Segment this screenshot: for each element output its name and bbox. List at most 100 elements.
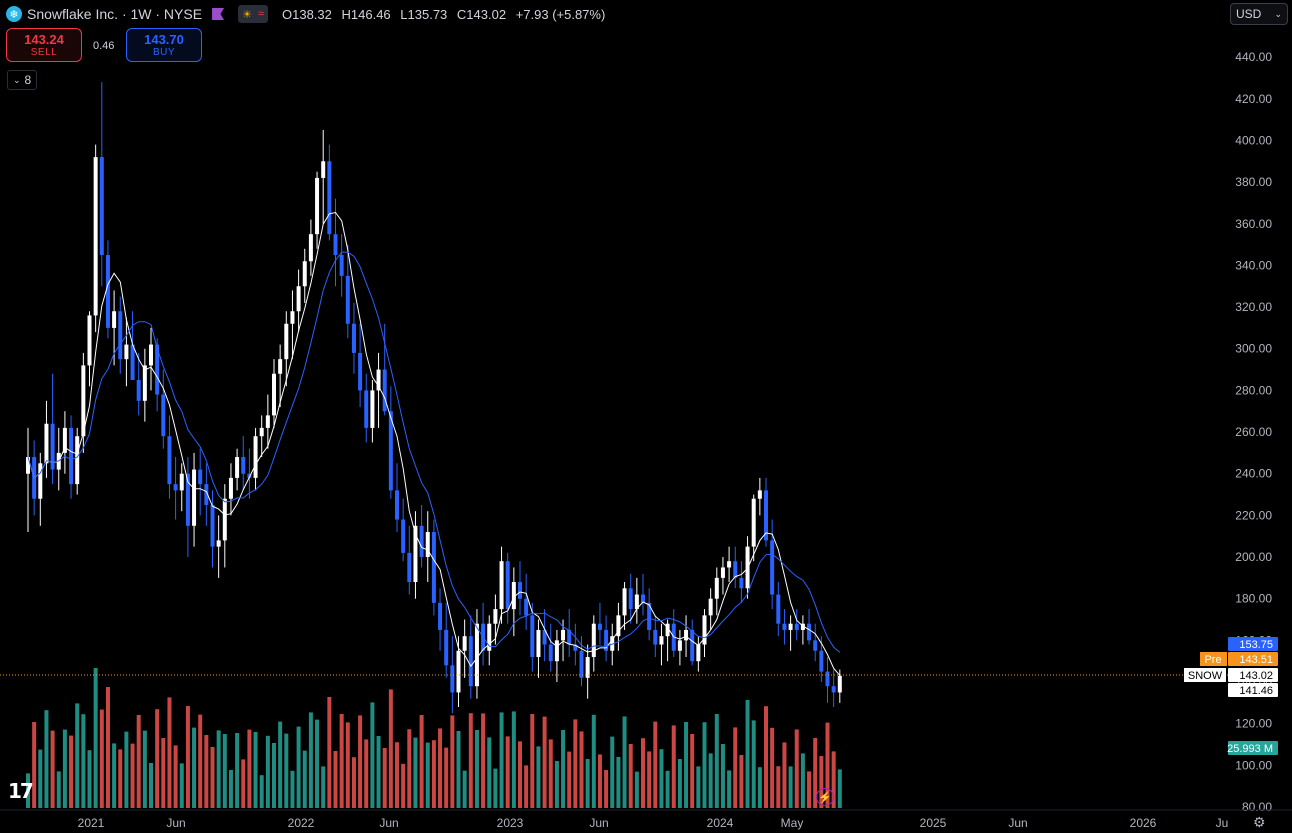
time-axis-label: 2026: [1130, 816, 1157, 830]
volume-bar: [653, 721, 658, 808]
volume-bar: [62, 729, 67, 808]
candle-body: [677, 640, 682, 651]
candle-body: [757, 490, 762, 499]
flag-icon[interactable]: [212, 8, 225, 20]
candle-body: [561, 629, 566, 641]
volume-bar: [296, 726, 301, 808]
candle-body: [720, 567, 725, 578]
candle-body: [185, 473, 190, 526]
volume-bar: [671, 725, 676, 808]
candle-body: [75, 436, 80, 485]
close-label: C: [456, 6, 467, 22]
candle-body: [431, 532, 436, 603]
tradingview-logo-icon[interactable]: 17: [8, 779, 34, 803]
lightning-icon[interactable]: ⚡: [816, 788, 834, 806]
candle-body: [665, 623, 670, 637]
volume-bar: [56, 771, 61, 808]
candle-body: [265, 415, 270, 428]
candle-body: [505, 561, 510, 610]
volume-bar: [413, 737, 418, 808]
candle-body: [702, 615, 707, 645]
candle-body: [788, 623, 793, 630]
price-axis-label: 260.00: [1235, 425, 1272, 439]
volume-bar: [499, 712, 504, 808]
volume-bar: [136, 715, 141, 808]
chevron-down-icon: ⌄: [13, 74, 21, 85]
volume-bar: [579, 731, 584, 808]
volume-bar: [358, 715, 363, 808]
candle-body: [764, 490, 768, 541]
volume-bar: [69, 735, 74, 808]
volume-bar: [788, 766, 793, 808]
buy-button[interactable]: 143.70 BUY: [126, 28, 202, 62]
volume-bar: [720, 744, 725, 808]
symbol-label-bg: [1184, 668, 1226, 682]
candle-body: [339, 255, 344, 276]
indicator-count: 8: [24, 73, 32, 87]
candle-body: [444, 629, 449, 666]
symbol-title[interactable]: Snowflake Inc. · 1W · NYSE: [27, 6, 203, 22]
candle-body: [438, 602, 443, 630]
volume-bar: [407, 729, 412, 808]
waves-icon: ≈: [257, 8, 264, 20]
volume-bar: [192, 727, 197, 808]
volume-bar: [272, 743, 276, 808]
volume-bar: [75, 703, 80, 808]
volume-bar: [542, 716, 547, 808]
volume-bar: [26, 773, 30, 808]
volume-bar: [321, 766, 326, 808]
volume-bar: [253, 732, 258, 808]
pre-label-bg: [1200, 652, 1227, 666]
volume-bar: [118, 749, 123, 808]
volume-bar: [216, 730, 221, 808]
sell-button[interactable]: 143.24 SELL: [6, 28, 82, 62]
spread-value: 0.46: [93, 40, 115, 52]
volume-bar: [376, 736, 381, 808]
indicators-toggle[interactable]: ⌄ 8: [7, 70, 38, 90]
volume-bar: [518, 741, 522, 808]
gear-icon[interactable]: ⚙: [1253, 814, 1266, 830]
chevron-down-icon: ⌄: [1274, 8, 1282, 19]
candle-body: [105, 255, 110, 328]
candle-body: [800, 623, 805, 630]
candle-body: [247, 473, 252, 478]
candle-body: [708, 598, 713, 616]
volume-bar: [278, 721, 283, 808]
candle-body: [167, 436, 172, 485]
volume-bar: [235, 733, 240, 808]
volume-bar: [524, 765, 529, 808]
volume-bar: [677, 759, 682, 808]
session-chip[interactable]: ☀ ≈: [238, 5, 268, 23]
candle-body: [253, 436, 258, 478]
volume-bar: [142, 730, 147, 808]
volume-bar: [431, 740, 436, 808]
volume-bar: [474, 730, 479, 808]
candle-body: [462, 636, 467, 651]
currency-select[interactable]: USD ⌄: [1230, 3, 1288, 25]
secondary-price-tag-bg: [1228, 683, 1278, 697]
candle-body: [733, 561, 738, 578]
candle-body: [727, 561, 732, 568]
candle-body: [831, 686, 836, 693]
volume-bar: [548, 739, 553, 808]
candle-body: [364, 390, 369, 428]
volume-bar: [401, 763, 406, 808]
volume-bar: [782, 742, 787, 808]
volume-bar: [284, 733, 289, 808]
candle-body: [536, 629, 541, 658]
candle-body: [26, 457, 30, 474]
volume-bar: [345, 722, 350, 808]
candle-body: [530, 615, 535, 658]
candle-body: [770, 540, 775, 595]
candle-body: [714, 577, 719, 599]
candle-body: [204, 484, 209, 505]
volume-bar: [536, 746, 541, 808]
candle-body: [634, 594, 639, 610]
volume-bar: [456, 731, 461, 808]
volume-bar: [727, 770, 732, 808]
volume-bar: [302, 750, 307, 808]
candle-body: [511, 582, 516, 610]
open-value: 138.32: [292, 6, 332, 22]
volume-bar: [161, 738, 166, 808]
